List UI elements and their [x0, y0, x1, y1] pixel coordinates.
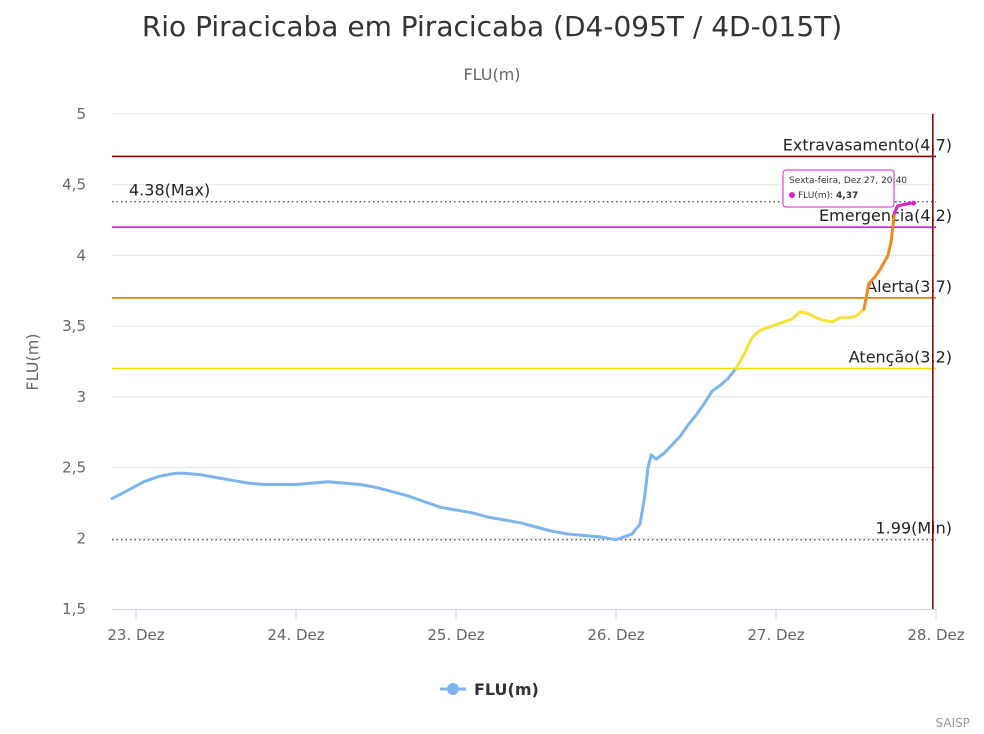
tooltip-box	[782, 169, 895, 208]
y-tick-label: 2	[76, 529, 86, 547]
y-axis-ticks: 1,5 2 2,5 3 3,5 4 4,5 5	[62, 105, 86, 618]
y-axis-title: FLU(m)	[23, 333, 42, 390]
y-tick-label: 4,5	[62, 176, 86, 194]
x-tick-label: 25. Dez	[427, 626, 484, 644]
credits[interactable]: SAISP	[936, 716, 970, 730]
threshold-label: Extravasamento(4.7)	[783, 135, 952, 154]
legend-marker	[447, 683, 459, 695]
series-last-point[interactable]	[911, 200, 917, 206]
tooltip-series-label: FLU(m):	[798, 191, 836, 201]
threshold-label: 4.38(Max)	[129, 181, 210, 200]
threshold-label: Emergencia(4.2)	[819, 206, 952, 225]
legend[interactable]: FLU(m)	[440, 680, 539, 699]
threshold-lines: Extravasamento(4.7) Emergencia(4.2) Alerta…	[112, 114, 952, 609]
tooltip-marker	[789, 192, 795, 198]
series-line-segment[interactable]	[862, 211, 896, 311]
tooltip-series: FLU(m): 4,37	[798, 191, 858, 201]
x-tick-label: 23. Dez	[107, 626, 164, 644]
x-tick-label: 27. Dez	[747, 626, 804, 644]
threshold-label: Alerta(3.7)	[866, 277, 952, 296]
legend-label: FLU(m)	[474, 680, 539, 699]
series-line-segment[interactable]	[734, 307, 866, 371]
y-tick-label: 2,5	[62, 459, 86, 477]
chart-subtitle: FLU(m)	[463, 65, 520, 84]
y-tick-label: 3	[76, 388, 86, 406]
tooltip-value: 4,37	[836, 191, 858, 201]
y-tick-label: 3,5	[62, 317, 86, 335]
chart-title: Rio Piracicaba em Piracicaba (D4-095T / …	[142, 10, 842, 43]
y-tick-label: 5	[76, 105, 86, 123]
x-tick-label: 26. Dez	[587, 626, 644, 644]
tooltip-header: Sexta-feira, Dez 27, 20:40	[789, 176, 907, 186]
y-tick-label: 4	[76, 246, 86, 264]
y-tick-label: 1,5	[62, 600, 86, 618]
series-line-segment[interactable]	[110, 367, 738, 542]
threshold-label: Atenção(3.2)	[849, 348, 952, 367]
tooltip: Sexta-feira, Dez 27, 20:40 FLU(m): 4,37	[782, 169, 907, 208]
x-tick-label: 24. Dez	[267, 626, 324, 644]
x-axis: 23. Dez 24. Dez 25. Dez 26. Dez 27. Dez 28. D…	[107, 609, 965, 644]
gridlines	[112, 113, 936, 539]
series-flu[interactable]	[110, 200, 917, 542]
threshold-label: 1.99(Min)	[876, 519, 953, 538]
x-tick-label: 28. Dez	[907, 626, 964, 644]
